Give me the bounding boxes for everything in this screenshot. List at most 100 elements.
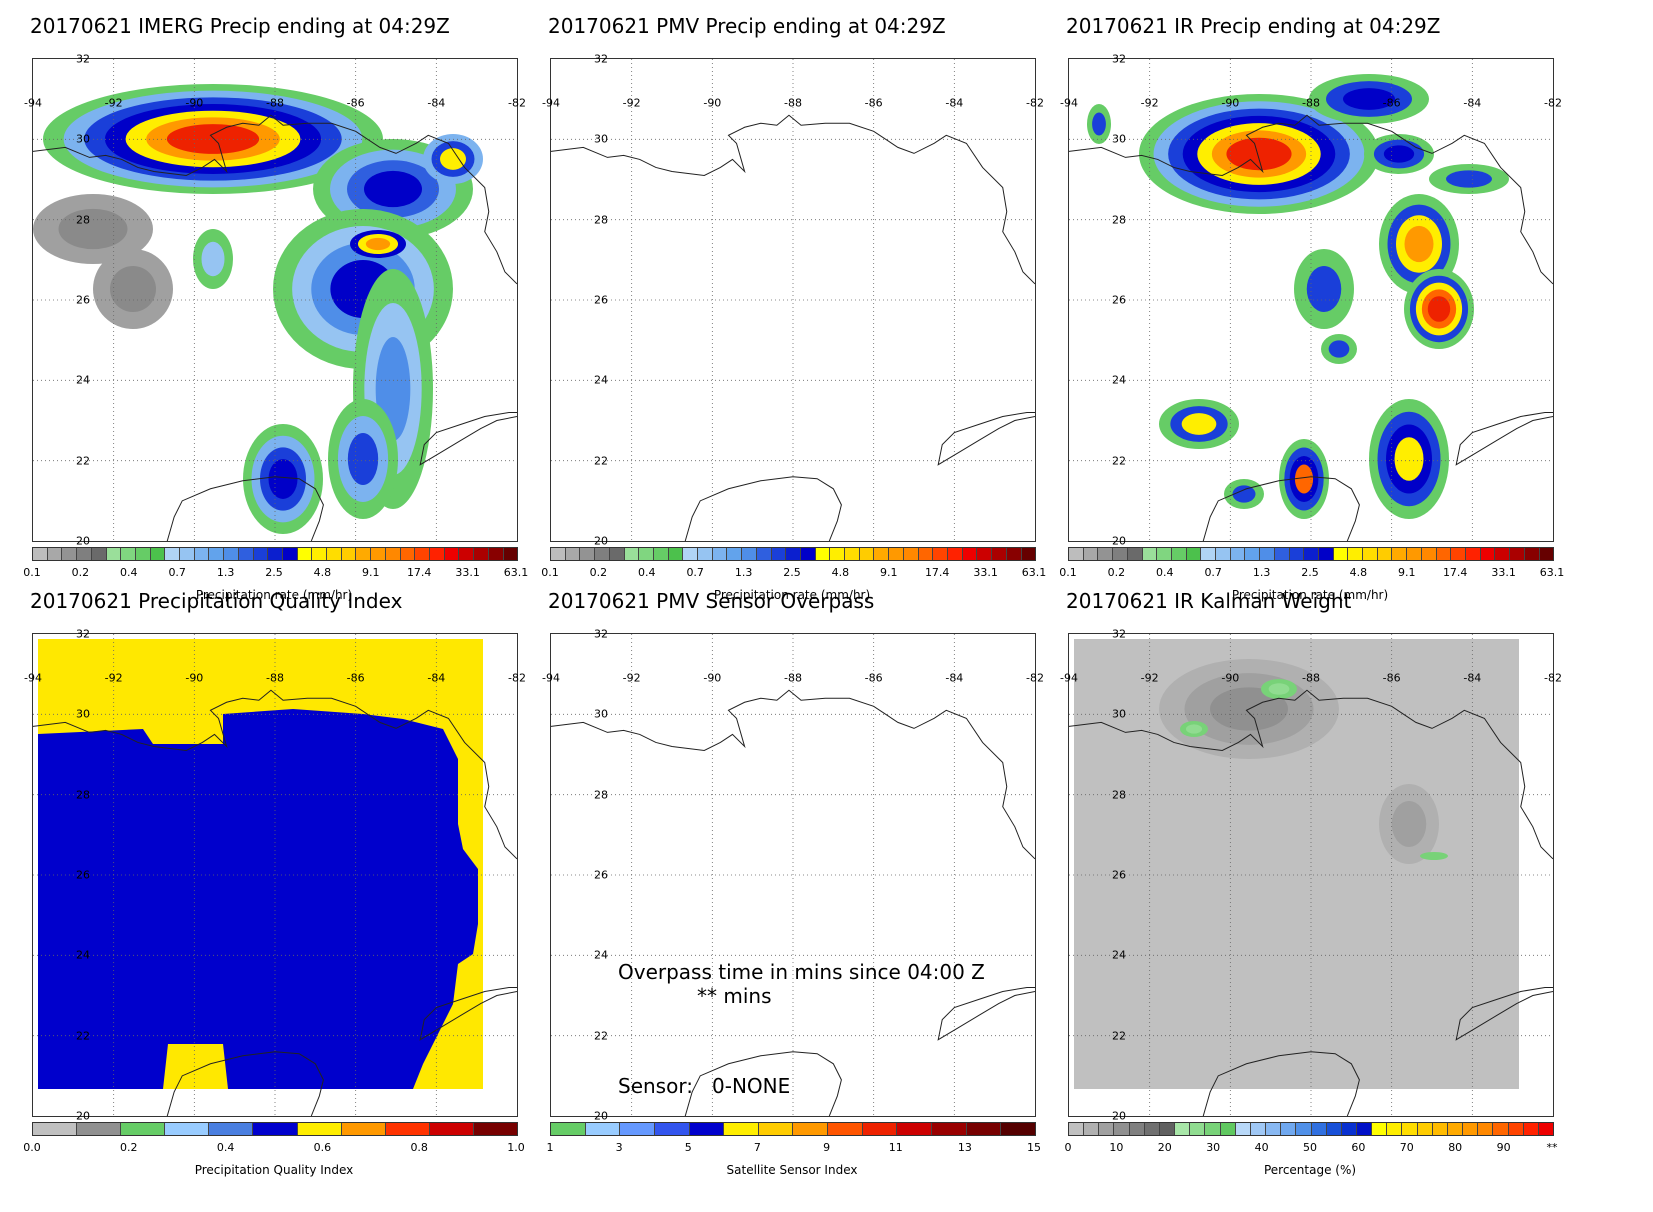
lon-label: -82	[1544, 671, 1562, 685]
colorbar-swatch	[224, 548, 239, 560]
colorbar-swatch	[1463, 1123, 1479, 1135]
lon-label: -84	[427, 96, 446, 110]
map-panel: 20170621 IMERG Precip ending at 04:29Z 32…	[23, 0, 567, 602]
precip-cell	[1446, 170, 1492, 188]
colorbar-tick: 0.1	[23, 566, 41, 579]
lat-label: 30	[76, 707, 90, 721]
colorbar-swatch	[712, 548, 728, 560]
colorbar-swatch	[1186, 548, 1202, 560]
colorbar-swatch	[1447, 1123, 1464, 1135]
colorbar-swatch	[1266, 1123, 1282, 1135]
lat-label: 32	[1112, 627, 1126, 641]
colorbar-swatch	[165, 1123, 210, 1135]
coastline	[937, 986, 1035, 1041]
lon-label: -88	[784, 671, 802, 685]
colorbar-swatch	[689, 1123, 725, 1135]
colorbar-swatch	[459, 548, 475, 560]
colorbar-swatch	[1407, 548, 1422, 560]
colorbar-swatch	[1417, 1123, 1433, 1135]
colorbar-swatch	[1451, 548, 1466, 560]
colorbar-swatch	[1250, 1123, 1267, 1135]
colorbar-tick: 9	[823, 1141, 831, 1154]
colorbar-swatch	[771, 548, 787, 560]
colorbar	[550, 1122, 1036, 1136]
overpass-text: Overpass time in mins since 04:00 Z	[618, 960, 985, 984]
colorbar-swatch	[1021, 548, 1036, 560]
colorbar-swatch	[1006, 548, 1022, 560]
lat-label: 26	[76, 293, 90, 307]
colorbar-tick: 3	[615, 1141, 623, 1154]
map-area: 32 30 28 26 24 22 20 -94 -92 -90 -88 -86 -84 -82	[24, 53, 526, 548]
colorbar-swatch	[862, 1123, 898, 1135]
precip-cell	[1328, 340, 1350, 358]
precip-cell	[1092, 112, 1106, 136]
colorbar-swatch	[1341, 1123, 1357, 1135]
lon-label: -86	[1382, 671, 1401, 685]
precip-cell	[347, 433, 379, 485]
colorbar-swatch	[874, 548, 890, 560]
coastline	[419, 986, 517, 1041]
lon-label: -94	[24, 96, 42, 110]
colorbar-ticks: 0 10 20 30 40 50 60 70 80 90 **	[1064, 1141, 1558, 1155]
colorbar-swatch	[415, 548, 430, 560]
colorbar-swatch	[33, 548, 48, 560]
lat-label: 24	[594, 948, 608, 962]
colorbar-swatch	[282, 548, 298, 560]
panel-title: 20170621 PMV Precip ending at 04:29Z	[548, 14, 946, 38]
colorbar-swatch	[845, 548, 860, 560]
colorbar-swatch	[1084, 1123, 1100, 1135]
colorbar-swatch	[209, 548, 225, 560]
colorbar-tick: 0.7	[168, 566, 186, 579]
panel-title: 20170621 IR Precip ending at 04:29Z	[1066, 14, 1441, 38]
colorbar-swatch	[815, 548, 831, 560]
colorbar-swatch	[1495, 548, 1511, 560]
colorbar-swatch	[385, 548, 401, 560]
quality-blue	[38, 709, 478, 1089]
colorbar-tick: 30	[1206, 1141, 1221, 1154]
colorbar-swatch	[933, 548, 948, 560]
colorbar-swatch	[150, 548, 166, 560]
lon-label: -90	[185, 671, 204, 685]
precip-cell	[1226, 137, 1292, 171]
colorbar-swatch	[385, 1123, 430, 1135]
colorbar-tick: 0.4	[216, 1141, 235, 1154]
colorbar-swatch	[1311, 1123, 1327, 1135]
colorbar-tick: 15	[1027, 1141, 1041, 1154]
precip-cell	[1181, 413, 1217, 435]
colorbar-tick: 17.4	[924, 566, 950, 579]
colorbar-tick: 9.1	[1398, 566, 1416, 579]
colorbar-swatch	[1493, 1123, 1509, 1135]
lat-label: 32	[76, 52, 90, 66]
lat-label: 30	[1112, 707, 1126, 721]
colorbar-swatch	[1538, 1123, 1553, 1135]
colorbar-swatch	[551, 1123, 586, 1135]
precip-cell	[1404, 225, 1434, 263]
map-panel: 20170621 IR Precip ending at 04:29Z 32 30 2…	[1059, 0, 1603, 602]
colorbar-swatch	[897, 1123, 933, 1135]
colorbar-swatch	[1129, 1123, 1145, 1135]
colorbar-swatch	[859, 548, 875, 560]
lon-label: -88	[266, 671, 284, 685]
colorbar-swatch	[1260, 548, 1275, 560]
colorbar-swatch	[1356, 1123, 1373, 1135]
lon-label: -94	[1060, 96, 1078, 110]
colorbar-swatch	[1127, 548, 1143, 560]
precip-cell	[1306, 266, 1342, 312]
gray-precip	[58, 208, 128, 250]
colorbar-tick: 0	[1064, 1141, 1072, 1154]
colorbar-swatch	[1175, 1123, 1191, 1135]
colorbar-swatch	[724, 1123, 759, 1135]
colorbar-tick: 0.2	[589, 566, 608, 579]
colorbar-tick: 2.5	[783, 566, 801, 579]
lon-label: -92	[622, 671, 641, 685]
colorbar-swatch	[1142, 548, 1158, 560]
lat-label: 22	[1112, 454, 1126, 468]
colorbar-swatch	[1432, 1123, 1448, 1135]
map-svg	[551, 634, 1035, 1116]
colorbar-tick: 0.0	[23, 1141, 41, 1154]
colorbar-swatch	[1201, 548, 1217, 560]
lat-label: 26	[594, 868, 608, 882]
colorbar-swatch	[683, 548, 699, 560]
colorbar-tick: 90	[1496, 1141, 1511, 1154]
colorbar-swatch	[165, 548, 181, 560]
